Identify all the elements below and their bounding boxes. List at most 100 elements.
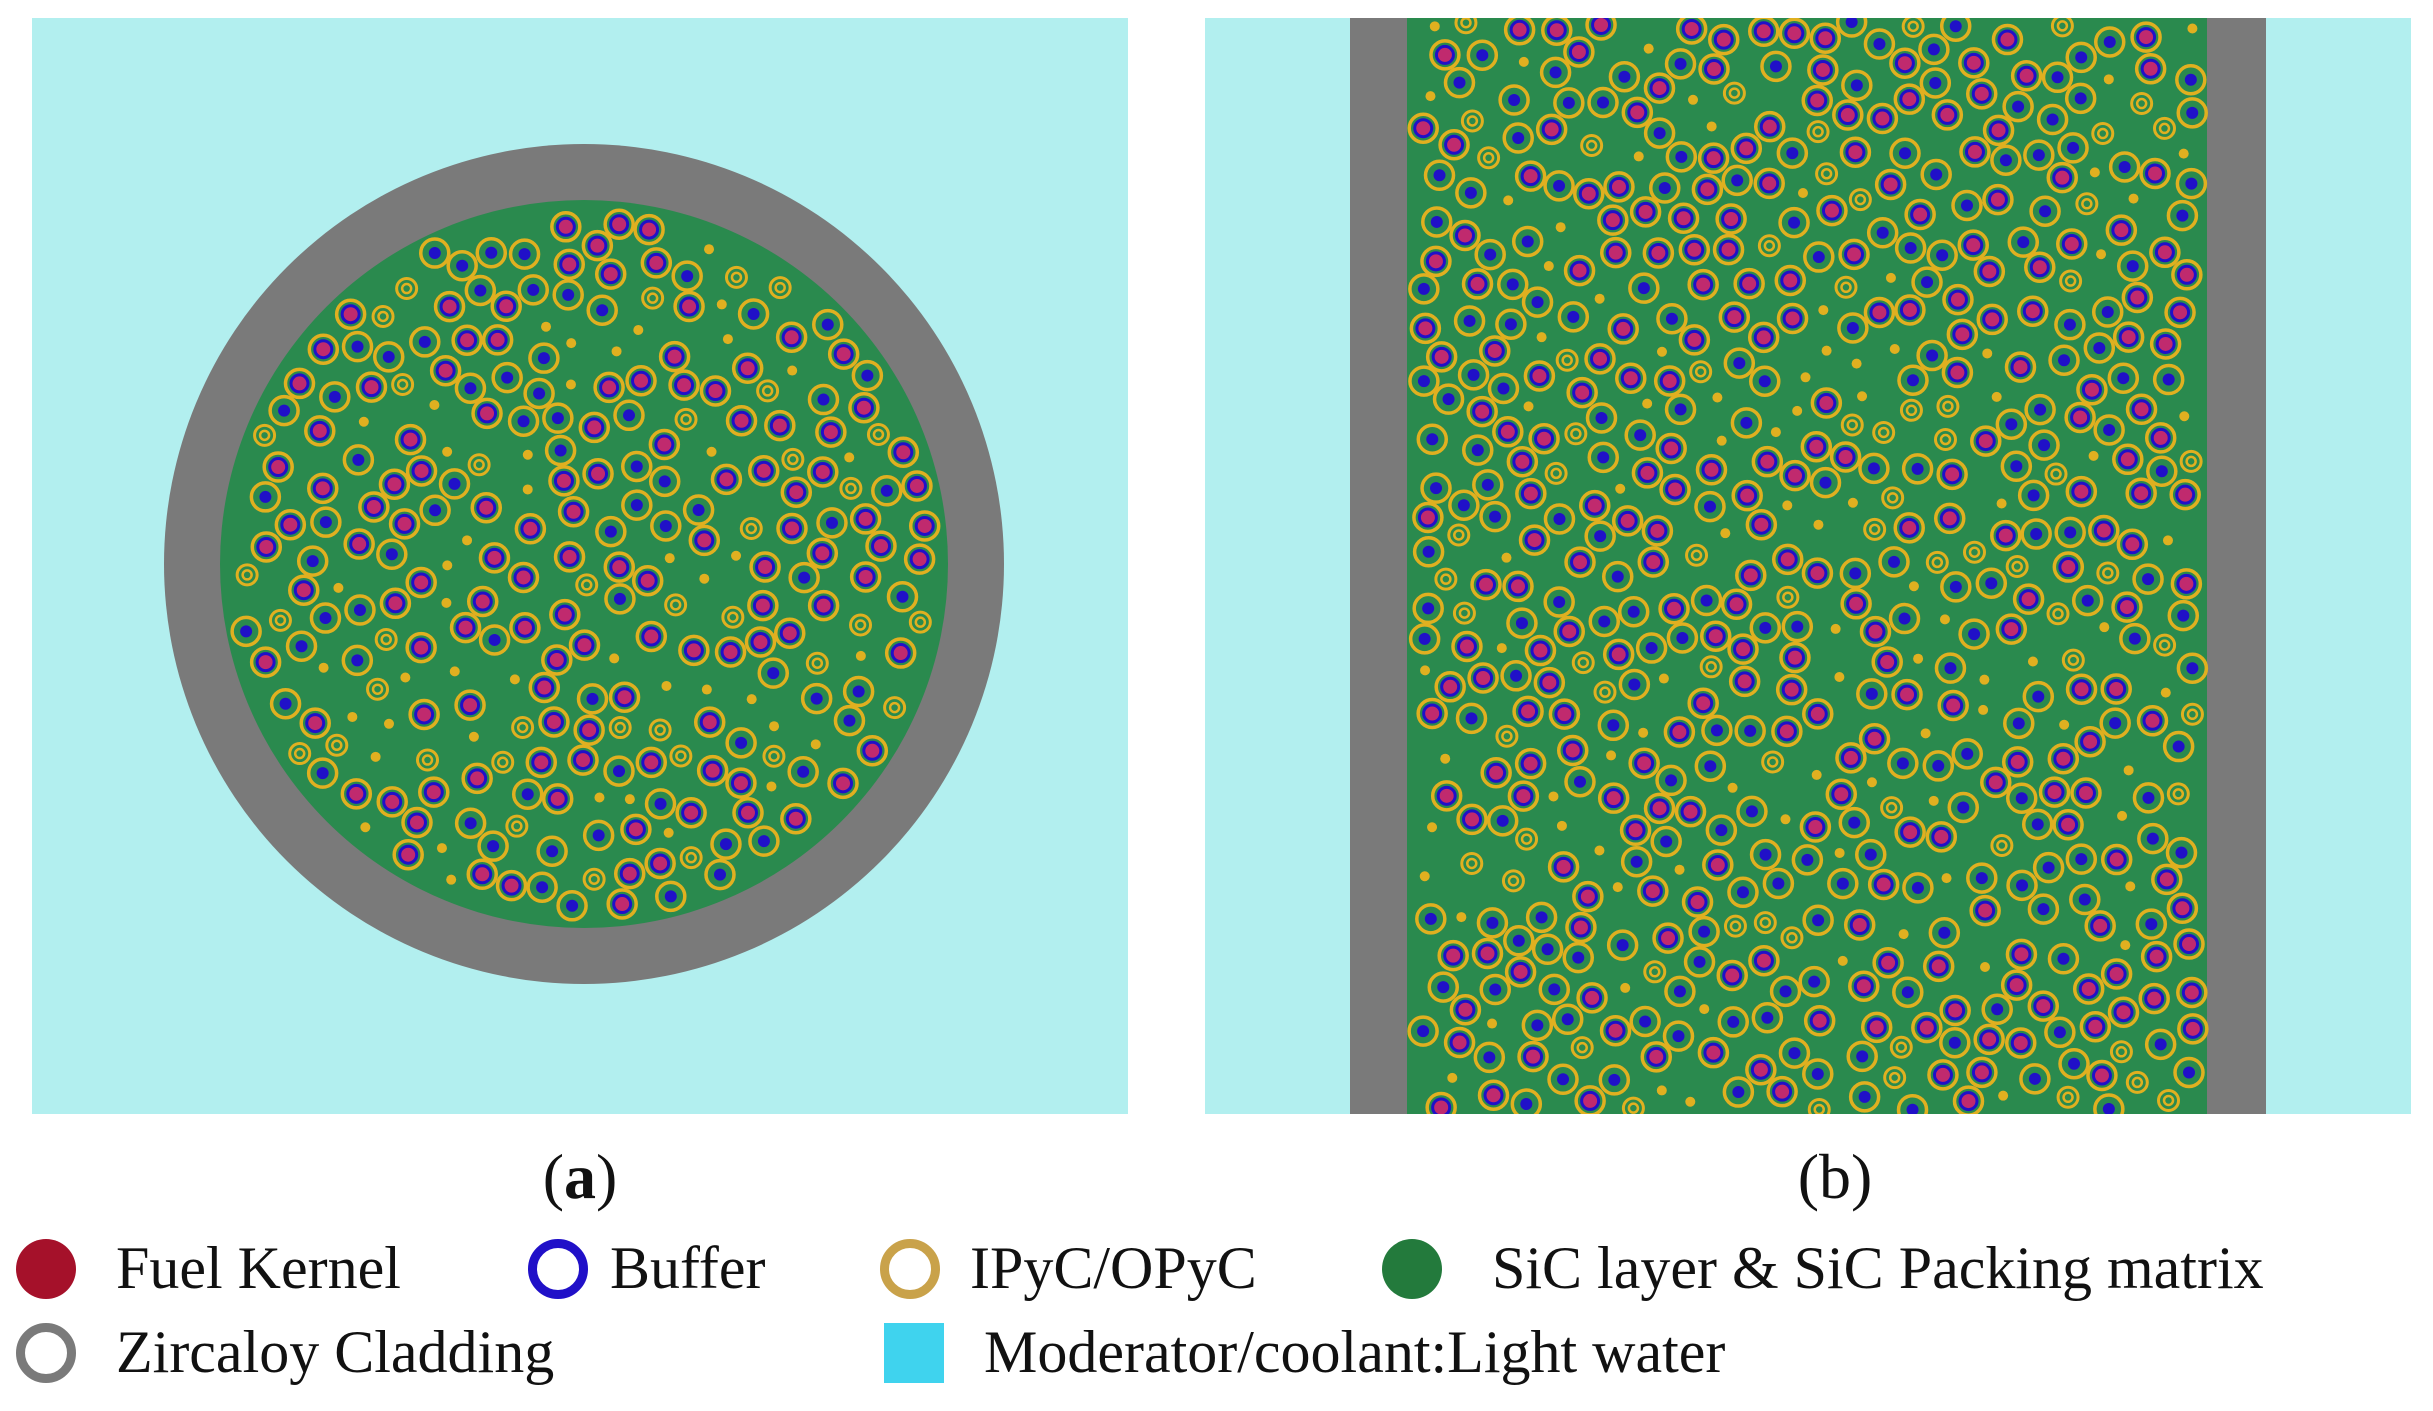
pyc-dot	[633, 324, 644, 335]
trisco-particle	[1486, 805, 1519, 837]
trisco-particle	[807, 383, 840, 416]
buffer-layer	[1791, 620, 1804, 633]
trisco-particle	[466, 858, 498, 891]
trisco-particle	[800, 682, 833, 715]
buffer-layer	[586, 692, 599, 705]
trisco-particle	[593, 371, 625, 404]
trisco-particle	[1866, 217, 1899, 249]
pyc-layer	[1942, 400, 1954, 413]
fuel-kernel	[534, 677, 555, 698]
trisco-particle	[550, 211, 582, 243]
pyc-dot	[1727, 782, 1738, 793]
trisco-particle	[1889, 137, 1921, 170]
pyc-layer	[1555, 348, 1579, 372]
fuel-kernel	[1513, 786, 1534, 807]
trisco-particle	[2176, 97, 2208, 129]
fuel-kernel	[2122, 534, 2143, 555]
fuel-kernel	[2144, 988, 2165, 1009]
trisco-particle	[2099, 707, 2131, 739]
pyc-layer	[648, 718, 672, 742]
trisco-particle	[1573, 177, 1605, 210]
pyc-layer	[2172, 788, 2185, 800]
pyc-layer	[2180, 702, 2204, 726]
fuel-kernel	[1431, 1097, 1452, 1114]
trisco-particle	[1543, 170, 1575, 202]
legend-label-pyc: IPyC/OPyC	[970, 1235, 1257, 1301]
fuel-kernel	[855, 508, 876, 529]
trisco-particle	[1894, 294, 1926, 326]
fuel-kernel	[2111, 220, 2132, 241]
trisco-particle	[2057, 132, 2089, 164]
trisco-particle	[2084, 910, 2116, 942]
pyc-layer	[1776, 585, 1800, 609]
trisco-particle	[1618, 668, 1651, 701]
fuel-kernel	[414, 704, 435, 725]
trisco-particle	[1543, 586, 1575, 618]
pyc-layer	[839, 476, 863, 500]
trisco-particle	[1430, 780, 1463, 812]
fuel-kernel	[460, 695, 481, 716]
pyc-dot	[1885, 272, 1896, 283]
pyc-layer	[2005, 555, 2029, 579]
buffer-layer	[1911, 881, 1924, 894]
buffer-layer	[537, 352, 550, 365]
buffer-layer	[1515, 617, 1528, 630]
trisco-particle	[1656, 346, 1667, 357]
trisco-particle	[1936, 394, 1960, 418]
trisco-particle	[594, 792, 605, 803]
trisco-particle	[566, 338, 577, 349]
fuel-kernel	[309, 420, 330, 441]
fuel-kernel	[1684, 239, 1705, 260]
fuel-kernel	[1807, 703, 1828, 724]
trisco-particle	[704, 858, 736, 891]
pyc-dot	[400, 672, 411, 683]
trisco-particle	[886, 581, 919, 613]
trisco-particle	[1681, 886, 1714, 918]
fuel-kernel	[1554, 704, 1575, 725]
trisco-particle	[1937, 689, 1969, 722]
buffer-layer	[1758, 375, 1771, 388]
trisco-particle	[1658, 593, 1690, 625]
cladding-ring-icon	[16, 1322, 76, 1383]
trisco-particle	[400, 672, 411, 683]
trisco-particle	[1664, 48, 1697, 80]
buffer-layer	[2051, 71, 2064, 84]
fuel-kernel	[1625, 820, 1646, 841]
buffer-layer	[2012, 100, 2025, 113]
trisco-particle	[2134, 52, 2167, 85]
fuel-kernel	[609, 557, 630, 578]
trisco-particle	[2125, 881, 2136, 892]
fuel-kernel	[411, 572, 432, 593]
pyc-layer	[1848, 188, 1872, 212]
fuel-kernel	[1781, 679, 1802, 700]
pyc-dot	[2096, 249, 2107, 260]
trisco-particle	[461, 762, 493, 795]
trisco-particle	[2007, 226, 2040, 258]
buffer-layer	[1921, 276, 1934, 289]
trisco-particle	[1803, 241, 1835, 273]
trisco-particle	[724, 265, 748, 289]
buffer-layer	[1761, 1011, 1774, 1024]
fuel-kernel	[833, 344, 854, 365]
fuel-kernel	[779, 623, 800, 644]
trisco-particle	[1412, 536, 1445, 568]
trisco-particle	[604, 583, 636, 615]
pyc-layer	[1482, 152, 1495, 164]
fuel-kernel	[1635, 201, 1656, 222]
trisco-particle	[1457, 359, 1490, 391]
buffer-layer	[2058, 354, 2071, 367]
trisco-particle	[2135, 908, 2168, 940]
buffer-layer	[1510, 669, 1523, 682]
trisco-particle	[1563, 36, 1595, 68]
trisco-particle	[644, 788, 677, 820]
trisco-particle	[749, 551, 781, 583]
trisco-particle	[343, 528, 375, 560]
buffer-layer	[843, 714, 856, 727]
trisco-particle	[416, 748, 440, 772]
fuel-kernel	[1872, 108, 1893, 129]
fuel-kernel	[786, 482, 807, 503]
buffer-layer	[1710, 724, 1723, 737]
trisco-particle	[701, 684, 712, 695]
fuel-kernel	[472, 864, 493, 885]
trisco-particle	[2107, 996, 2140, 1028]
